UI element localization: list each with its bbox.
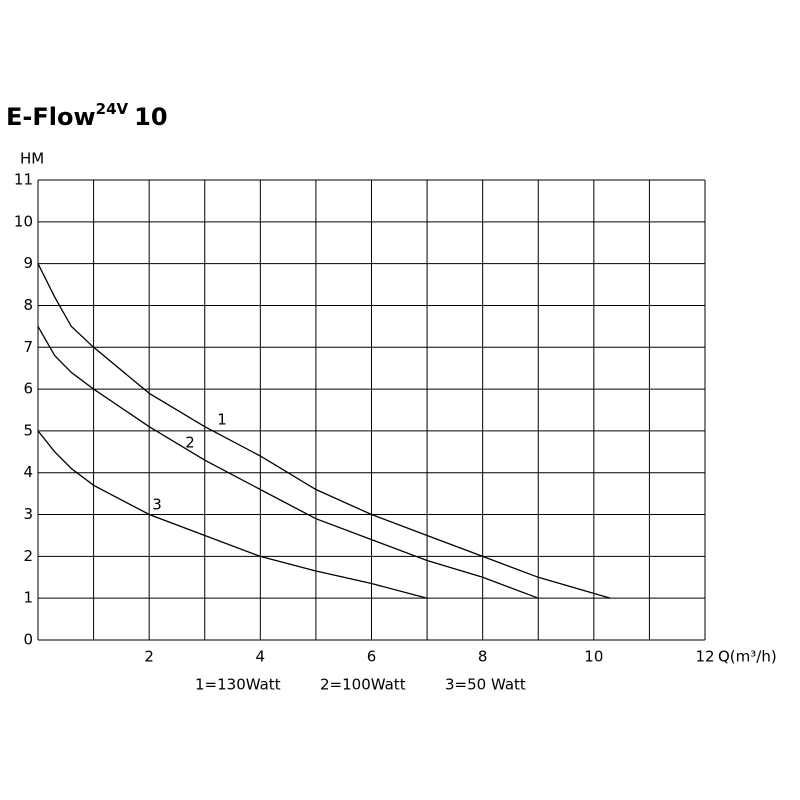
y-tick-label: 7 bbox=[23, 338, 33, 356]
x-tick-label: 2 bbox=[144, 648, 154, 666]
y-tick-label: 9 bbox=[23, 254, 33, 272]
y-tick-label: 3 bbox=[23, 505, 33, 523]
x-tick-label: 12 bbox=[695, 648, 714, 666]
legend-entry: 1=130Watt bbox=[195, 676, 281, 694]
x-tick-label: 6 bbox=[367, 648, 377, 666]
curve bbox=[37, 263, 611, 599]
y-tick-label: 0 bbox=[23, 631, 33, 649]
x-tick-label: 8 bbox=[478, 648, 488, 666]
legend-entry: 3=50 Watt bbox=[445, 676, 526, 694]
y-tick-label: 11 bbox=[14, 171, 33, 189]
y-axis-label: HM bbox=[20, 150, 44, 168]
x-tick-label: 4 bbox=[256, 648, 266, 666]
x-tick-label: 10 bbox=[584, 648, 603, 666]
title-superscript: 24V bbox=[96, 100, 129, 118]
curve-label: 1 bbox=[217, 411, 227, 429]
title-main: E-Flow bbox=[6, 103, 96, 131]
x-axis-label: Q(m³/h) bbox=[718, 648, 777, 666]
curve bbox=[37, 430, 428, 599]
y-tick-label: 10 bbox=[14, 212, 33, 230]
curve-label: 2 bbox=[185, 434, 195, 452]
chart-title: E-Flow24V 10 bbox=[6, 100, 168, 132]
y-tick-label: 5 bbox=[23, 421, 33, 439]
y-tick-label: 4 bbox=[23, 463, 33, 481]
title-suffix: 10 bbox=[134, 103, 167, 131]
y-tick-label: 1 bbox=[23, 589, 33, 607]
y-tick-label: 6 bbox=[23, 380, 33, 398]
legend-entry: 2=100Watt bbox=[320, 676, 406, 694]
y-tick-label: 2 bbox=[23, 547, 33, 565]
curve bbox=[37, 326, 539, 599]
y-tick-label: 8 bbox=[23, 296, 33, 314]
curve-label: 3 bbox=[152, 496, 162, 514]
